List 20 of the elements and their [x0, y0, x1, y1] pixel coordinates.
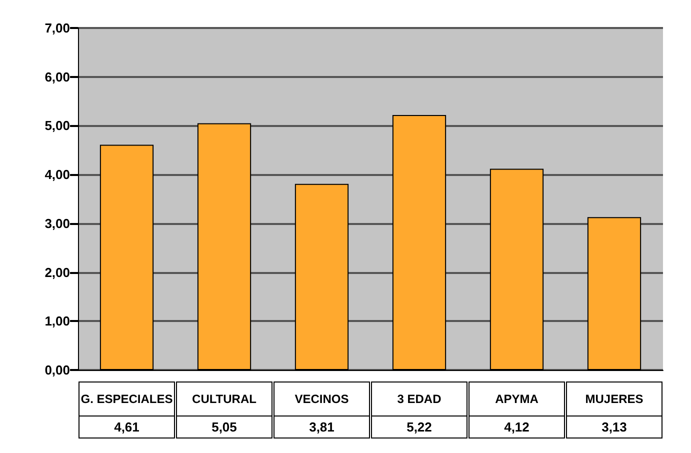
data-label: 3,81	[309, 420, 334, 434]
x-tick-label: VECINOS	[294, 392, 349, 406]
x-tick-label: APYMA	[495, 392, 539, 406]
data-label: 3,13	[602, 420, 627, 434]
y-tick-label: 2,00	[44, 264, 70, 280]
data-label: 4,61	[114, 420, 140, 434]
data-label: 4,12	[504, 420, 530, 434]
y-tick-label: 7,00	[44, 20, 70, 36]
x-tick-label: G. ESPECIALES	[80, 392, 173, 406]
y-tick-label: 3,00	[44, 216, 70, 231]
y-tick-label: 4,00	[44, 167, 70, 182]
y-tick-label: 1,00	[44, 314, 70, 329]
x-tick-label: CULTURAL	[192, 392, 256, 406]
x-tick-label: MUJERES	[585, 392, 644, 406]
y-tick-label: 5,00	[44, 118, 70, 134]
y-tick-label: 6,00	[44, 69, 70, 84]
y-tick-label: 0,00	[44, 362, 70, 378]
data-label: 5,22	[406, 420, 432, 434]
data-label: 5,05	[212, 420, 237, 434]
x-tick-label: 3 EDAD	[397, 392, 442, 406]
